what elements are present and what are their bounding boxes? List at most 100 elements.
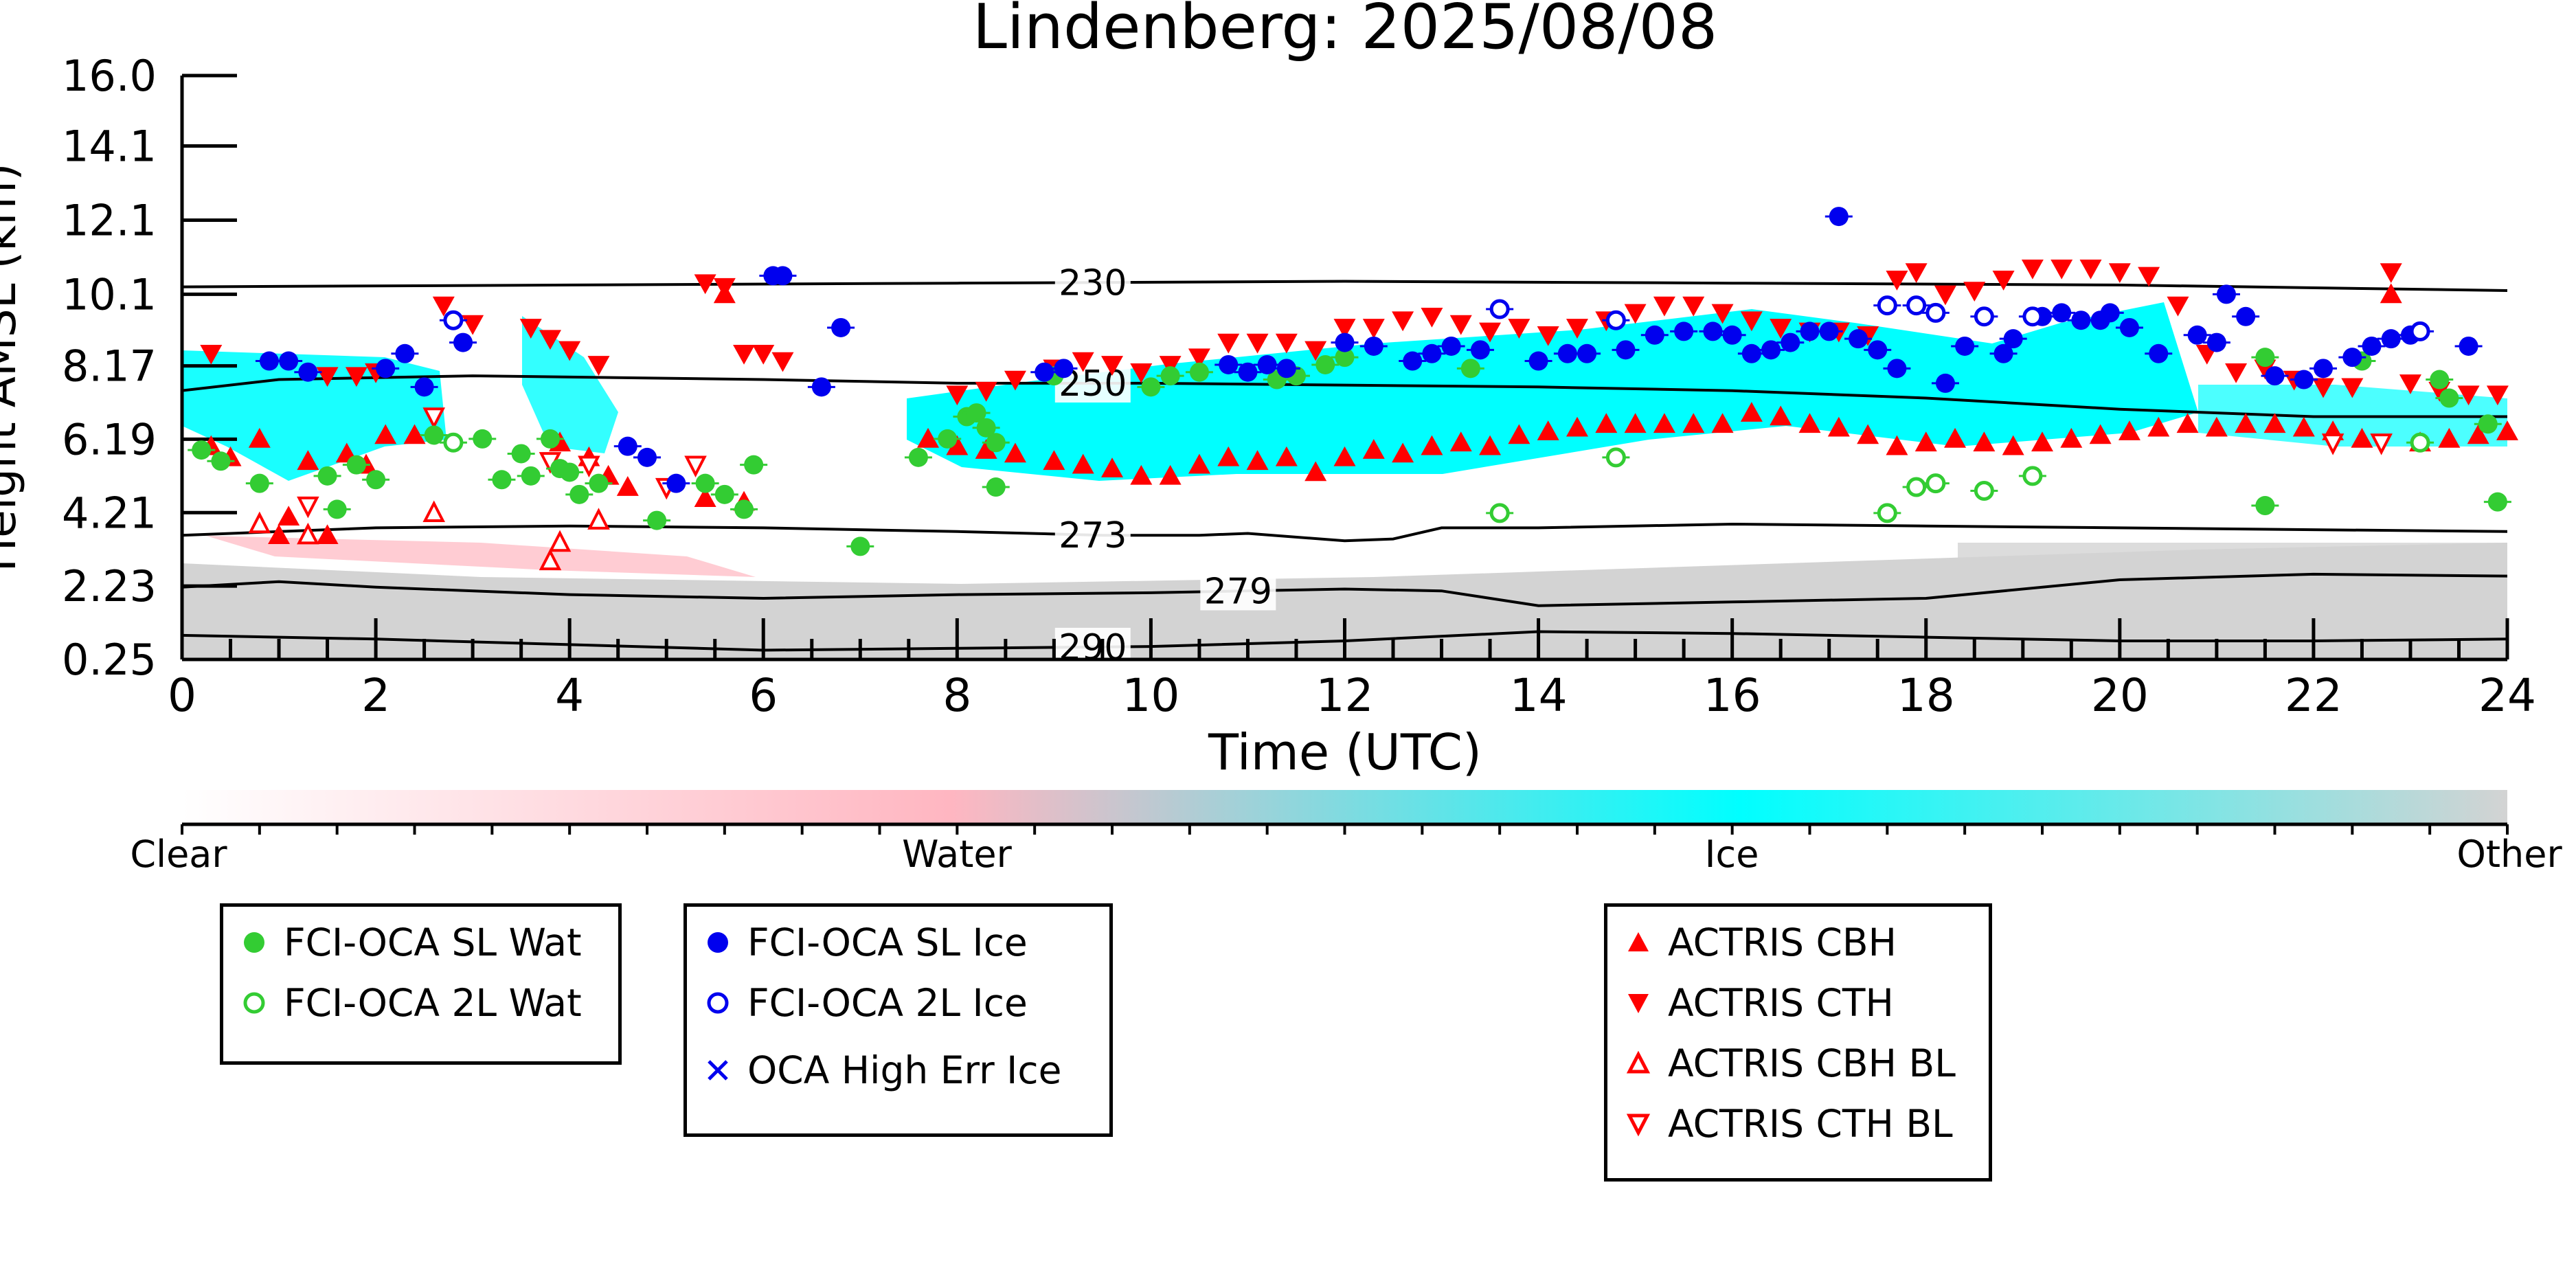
data-point [1973,431,1996,452]
data-point [298,362,318,382]
x-tick-label: 6 [749,669,778,722]
data-point [2031,431,2053,452]
legend-label: FCI-OCA SL Wat [284,920,582,964]
data-point [1906,477,1927,497]
data-point [366,470,386,490]
data-point [713,278,736,298]
data-point [2118,420,2140,440]
data-point [200,344,223,365]
isotherm-line [182,374,2507,418]
blue-open-circle-icon [707,992,729,1014]
data-point [1275,446,1298,466]
data-point [443,310,464,330]
data-point [521,466,541,486]
x-tick-label: 20 [2091,669,2149,722]
data-point [986,433,1006,453]
data-point [1189,362,1209,382]
data-point [1934,285,1956,306]
data-point [2235,413,2257,433]
chart-title: Lindenberg: 2025/08/08 [973,0,1717,63]
data-point [2050,259,2073,280]
red-open-triangle-down-icon [1626,1114,1651,1137]
x-tick-label: 12 [1316,669,1374,722]
data-point [2362,336,2382,356]
data-point [473,429,493,449]
data-point [1711,304,1734,324]
isotherm-label: 290 [1059,627,1127,668]
data-point [297,522,319,545]
data-point [2410,432,2430,453]
data-point [1072,352,1094,372]
data-point [1441,336,1461,356]
data-point [1528,351,1548,371]
isotherm-line [182,522,2507,543]
data-point [2294,370,2314,389]
data-point [1849,329,1868,349]
data-point [1246,450,1269,471]
data-point [2380,263,2402,284]
y-axis-ticks: 0.25 2.23 4.21 6.19 8.17 10.1 12.1 14.1 16.0 [62,51,237,685]
green-filled-circle-icon [244,932,264,953]
legend-label: FCI-OCA SL Ice [747,920,1028,964]
data-point [1914,431,1937,452]
data-point [1489,299,1510,319]
data-point [2438,427,2461,448]
data-point [1682,413,1705,433]
data-point [2138,267,2160,287]
data-point [1257,354,1277,374]
data-point [316,367,339,387]
data-point [1333,319,1356,339]
y-tick-label: 16.0 [62,51,157,101]
data-point [2236,306,2256,326]
data-point [2430,370,2450,389]
data-point [2370,433,2393,455]
data-point [1362,439,1385,459]
legend-label: FCI-OCA 2L Wat [284,981,582,1025]
data-point [376,359,396,379]
data-point [1906,295,1927,316]
data-point [1993,343,2013,363]
data-point [1877,503,1897,523]
data-point [1188,348,1210,369]
legend-item-2l-wat: FCI-OCA 2L Wat [237,981,582,1025]
data-point [259,351,279,371]
data-point [2292,416,2315,437]
data-point [268,524,291,545]
legend-label: ACTRIS CTH BL [1668,1102,1953,1146]
data-point [714,484,734,504]
data-point [1798,413,1821,433]
data-point [1276,359,1296,379]
data-point [539,330,561,350]
data-point [1159,356,1182,376]
data-point [422,407,445,429]
data-point [637,447,657,467]
data-point [589,473,609,493]
data-point [1219,354,1239,374]
data-point [1770,319,1792,339]
water-cloud-patches [206,536,756,577]
data-point [2342,348,2362,368]
data-point [569,484,589,504]
data-point [2399,374,2421,394]
data-point [1868,340,1888,360]
data-point [2079,259,2102,280]
data-point [1489,503,1510,523]
data-point [316,524,339,545]
legend-item-cbh-bl: ACTRIS CBH BL [1621,1041,1956,1085]
data-point [1925,302,1946,323]
data-point [1703,321,1723,341]
data-point [2321,433,2345,455]
data-point [558,341,581,361]
data-point [2457,385,2480,406]
data-point [831,317,851,337]
data-point [1004,370,1026,391]
data-point [1537,326,1559,346]
legend-label: ACTRIS CBH [1668,920,1897,964]
data-point [967,403,986,423]
data-point [462,315,484,335]
isotherm-label: 279 [1204,571,1272,612]
data-point [1508,424,1530,444]
data-point [1992,271,2015,291]
blue-filled-circle-icon [708,932,728,953]
